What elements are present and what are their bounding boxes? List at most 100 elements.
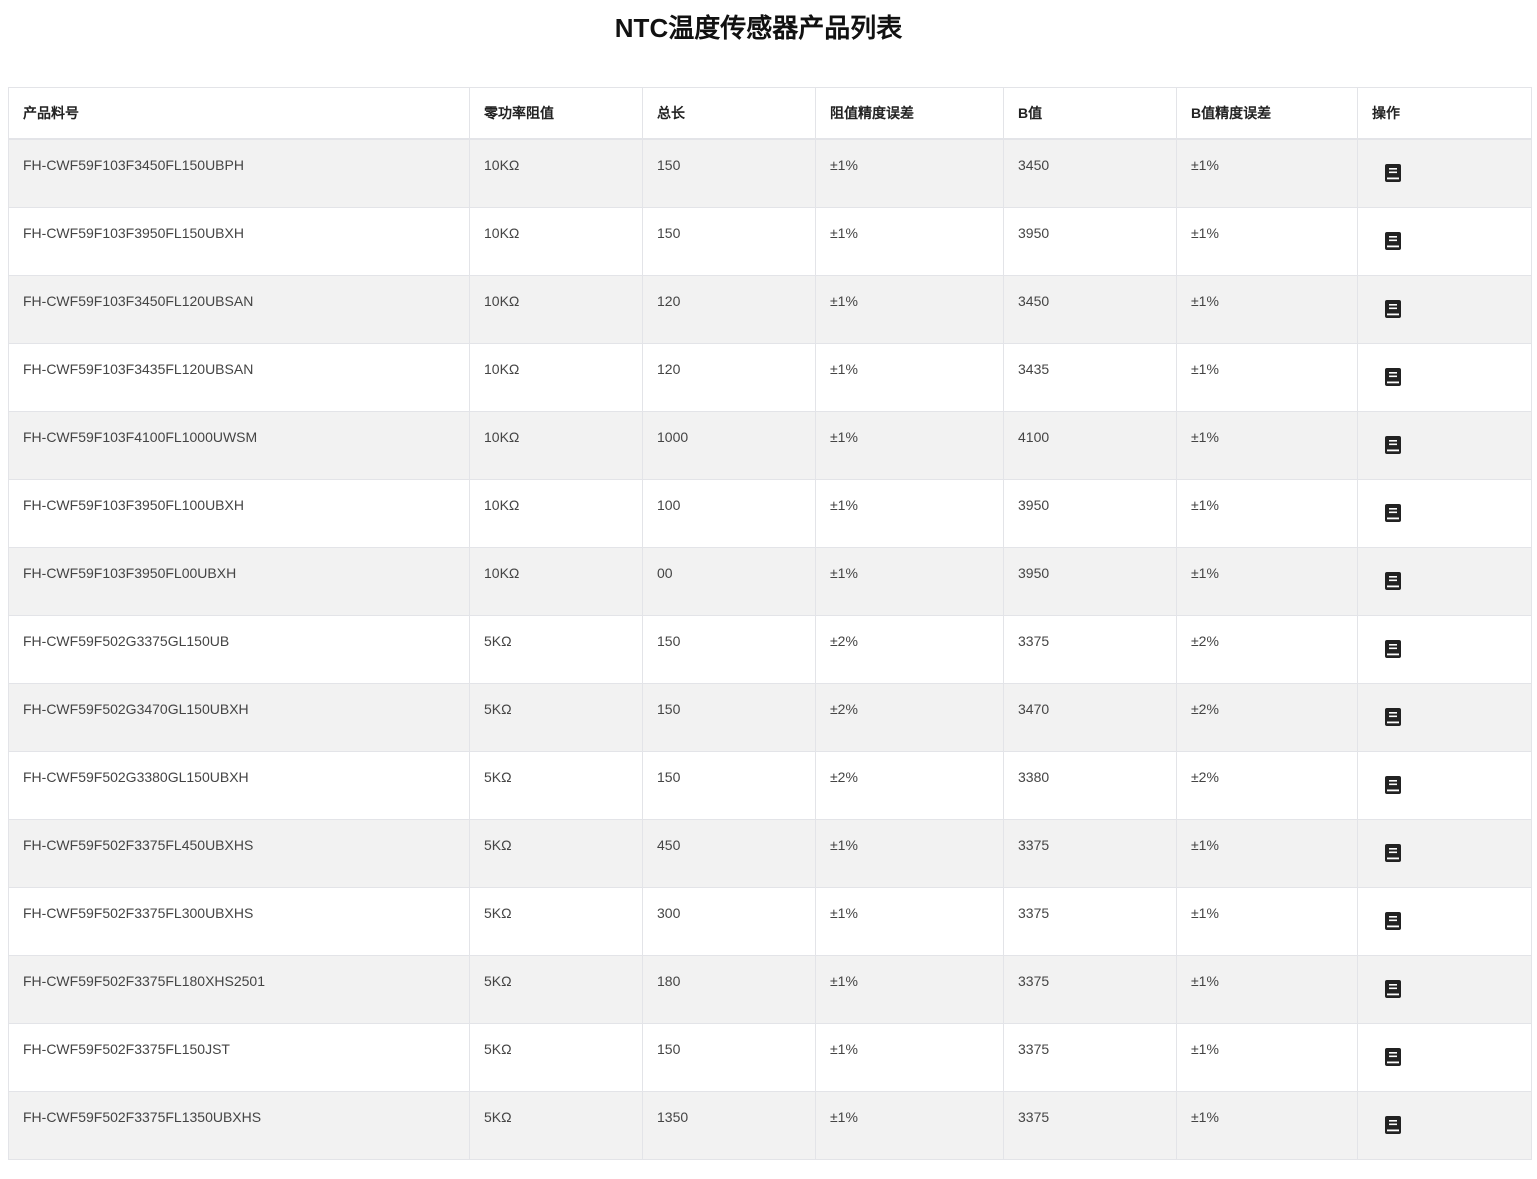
action-cell: [1357, 1090, 1532, 1160]
length-cell: 450: [642, 818, 816, 888]
table-row: FH-CWF59F103F3435FL120UBSAN 10KΩ 120 ±1% 343…: [8, 342, 1532, 412]
table-row: FH-CWF59F502F3375FL180XHS2501 5KΩ 180 ±1% 33…: [8, 954, 1532, 1024]
b-value-tolerance-cell: ±1%: [1176, 954, 1358, 1024]
resistance-cell: 10KΩ: [469, 410, 643, 480]
b-value-cell: 4100: [1003, 410, 1177, 480]
resistance-cell: 10KΩ: [469, 546, 643, 616]
b-value-cell: 3950: [1003, 478, 1177, 548]
table-header: 产品料号 零功率阻值 总长 阻值精度误差 B值 B值精度误差 操作: [8, 87, 1532, 140]
header-b-value: B值: [1003, 87, 1177, 140]
part-number-cell: FH-CWF59F103F3450FL120UBSAN: [8, 274, 470, 344]
b-value-tolerance-cell: ±1%: [1176, 342, 1358, 412]
header-actions: 操作: [1357, 87, 1532, 140]
action-cell: [1357, 138, 1532, 208]
length-cell: 120: [642, 274, 816, 344]
b-value-tolerance-cell: ±1%: [1176, 1022, 1358, 1092]
part-number-cell: FH-CWF59F502G3375GL150UB: [8, 614, 470, 684]
b-value-cell: 3450: [1003, 138, 1177, 208]
b-value-cell: 3380: [1003, 750, 1177, 820]
book-icon[interactable]: [1385, 639, 1401, 658]
header-zero-power-resistance: 零功率阻值: [469, 87, 643, 140]
table-row: FH-CWF59F502F3375FL150JST 5KΩ 150 ±1% 3375 ±1…: [8, 1022, 1532, 1092]
book-icon[interactable]: [1385, 911, 1401, 930]
table-row: FH-CWF59F502G3470GL150UBXH 5KΩ 150 ±2% 3470 ±…: [8, 682, 1532, 752]
length-cell: 300: [642, 886, 816, 956]
action-cell: [1357, 818, 1532, 888]
length-cell: 150: [642, 138, 816, 208]
action-cell: [1357, 886, 1532, 956]
resistance-cell: 5KΩ: [469, 954, 643, 1024]
action-cell: [1357, 478, 1532, 548]
part-number-cell: FH-CWF59F502F3375FL450UBXHS: [8, 818, 470, 888]
b-value-tolerance-cell: ±2%: [1176, 682, 1358, 752]
book-icon[interactable]: [1385, 571, 1401, 590]
book-icon[interactable]: [1385, 435, 1401, 454]
action-cell: [1357, 206, 1532, 276]
action-cell: [1357, 274, 1532, 344]
book-icon[interactable]: [1385, 1115, 1401, 1134]
action-cell: [1357, 546, 1532, 616]
resistance-cell: 5KΩ: [469, 614, 643, 684]
action-cell: [1357, 750, 1532, 820]
resistance-cell: 5KΩ: [469, 682, 643, 752]
action-cell: [1357, 410, 1532, 480]
product-table: 产品料号 零功率阻值 总长 阻值精度误差 B值 B值精度误差 操作 FH-CWF…: [8, 87, 1532, 1160]
book-icon[interactable]: [1385, 164, 1401, 182]
header-resistance-tolerance: 阻值精度误差: [815, 87, 1004, 140]
resistance-tolerance-cell: ±2%: [815, 682, 1004, 752]
table-row: FH-CWF59F502F3375FL1350UBXHS 5KΩ 1350 ±1% 33…: [8, 1090, 1532, 1160]
length-cell: 150: [642, 1022, 816, 1092]
action-cell: [1357, 682, 1532, 752]
table-row: FH-CWF59F502F3375FL450UBXHS 5KΩ 450 ±1% 3375…: [8, 818, 1532, 888]
resistance-tolerance-cell: ±2%: [815, 614, 1004, 684]
book-icon[interactable]: [1385, 1047, 1401, 1066]
b-value-tolerance-cell: ±1%: [1176, 818, 1358, 888]
resistance-tolerance-cell: ±1%: [815, 138, 1004, 208]
part-number-cell: FH-CWF59F502F3375FL1350UBXHS: [8, 1090, 470, 1160]
length-cell: 1000: [642, 410, 816, 480]
resistance-cell: 10KΩ: [469, 206, 643, 276]
table-row: FH-CWF59F502G3375GL150UB 5KΩ 150 ±2% 3375 ±2%: [8, 614, 1532, 684]
book-icon[interactable]: [1385, 979, 1401, 998]
book-icon[interactable]: [1385, 775, 1401, 794]
b-value-cell: 3450: [1003, 274, 1177, 344]
page-title: NTC温度传感器产品列表: [614, 13, 903, 43]
table-row: FH-CWF59F103F3950FL150UBXH 10KΩ 150 ±1% 3950…: [8, 206, 1532, 276]
resistance-tolerance-cell: ±2%: [815, 750, 1004, 820]
action-cell: [1357, 954, 1532, 1024]
b-value-cell: 3375: [1003, 818, 1177, 888]
part-number-cell: FH-CWF59F502G3380GL150UBXH: [8, 750, 470, 820]
length-cell: 180: [642, 954, 816, 1024]
resistance-tolerance-cell: ±1%: [815, 478, 1004, 548]
table-row: FH-CWF59F103F3450FL120UBSAN 10KΩ 120 ±1% 345…: [8, 274, 1532, 344]
book-icon[interactable]: [1385, 843, 1401, 862]
resistance-tolerance-cell: ±1%: [815, 886, 1004, 956]
table-body: FH-CWF59F103F3450FL150UBPH 10KΩ 150 ±1% 3450…: [8, 138, 1532, 1160]
b-value-tolerance-cell: ±1%: [1176, 138, 1358, 208]
b-value-tolerance-cell: ±1%: [1176, 546, 1358, 616]
part-number-cell: FH-CWF59F103F3950FL00UBXH: [8, 546, 470, 616]
table-row: FH-CWF59F502G3380GL150UBXH 5KΩ 150 ±2% 3380 ±…: [8, 750, 1532, 820]
resistance-cell: 10KΩ: [469, 274, 643, 344]
part-number-cell: FH-CWF59F502G3470GL150UBXH: [8, 682, 470, 752]
book-icon[interactable]: [1385, 231, 1401, 250]
book-icon[interactable]: [1385, 503, 1401, 522]
length-cell: 100: [642, 478, 816, 548]
book-icon[interactable]: [1385, 707, 1401, 726]
b-value-cell: 3375: [1003, 1090, 1177, 1160]
resistance-cell: 5KΩ: [469, 886, 643, 956]
book-icon[interactable]: [1385, 299, 1401, 318]
part-number-cell: FH-CWF59F502F3375FL180XHS2501: [8, 954, 470, 1024]
table-row: FH-CWF59F103F4100FL1000UWSM 10KΩ 1000 ±1% 41…: [8, 410, 1532, 480]
action-cell: [1357, 614, 1532, 684]
b-value-tolerance-cell: ±1%: [1176, 206, 1358, 276]
book-icon[interactable]: [1385, 367, 1401, 386]
part-number-cell: FH-CWF59F502F3375FL300UBXHS: [8, 886, 470, 956]
resistance-cell: 10KΩ: [469, 138, 643, 208]
resistance-tolerance-cell: ±1%: [815, 410, 1004, 480]
b-value-cell: 3375: [1003, 1022, 1177, 1092]
header-b-value-tolerance: B值精度误差: [1176, 87, 1358, 140]
part-number-cell: FH-CWF59F502F3375FL150JST: [8, 1022, 470, 1092]
table-row: FH-CWF59F103F3950FL00UBXH 10KΩ 00 ±1% 3950 ±1…: [8, 546, 1532, 616]
b-value-cell: 3375: [1003, 614, 1177, 684]
